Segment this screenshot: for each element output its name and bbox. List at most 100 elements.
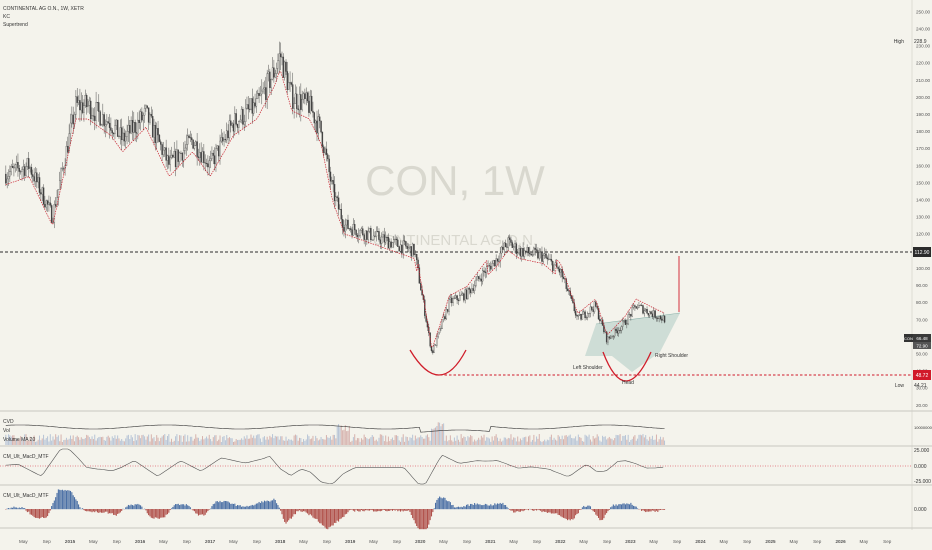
volume-bar: [228, 437, 230, 445]
candle-body: [336, 196, 338, 198]
histogram-bar: [34, 509, 37, 518]
candle-body: [112, 132, 115, 135]
price-tick-label: 210.00: [916, 78, 930, 83]
volume-bar: [239, 439, 241, 445]
volume-bar: [117, 435, 119, 445]
histogram-bar: [302, 509, 305, 512]
candle-body: [387, 237, 390, 249]
volume-bar: [639, 434, 641, 445]
volume-bar: [649, 436, 651, 445]
candle-body: [605, 331, 608, 343]
candle-body: [405, 241, 407, 247]
histogram-bar: [584, 506, 586, 510]
volume-bar: [157, 437, 159, 445]
candle-body: [391, 242, 394, 248]
candle-body: [463, 293, 465, 301]
histogram-bar: [309, 509, 311, 515]
volume-bar: [75, 436, 77, 445]
histogram-bar: [579, 509, 581, 510]
volume-bar: [253, 435, 255, 445]
histogram-bar: [518, 509, 520, 512]
histogram-bar: [642, 509, 644, 511]
candle-body: [138, 119, 140, 124]
volume-bar: [350, 441, 352, 445]
volume-bar: [160, 437, 162, 445]
candle-body: [318, 116, 321, 122]
time-tick-label: May: [369, 539, 378, 544]
candle-body: [230, 120, 232, 126]
histogram-bar: [554, 509, 556, 514]
histogram-bar: [227, 501, 229, 510]
candle-body: [640, 304, 643, 306]
candle-body: [201, 151, 204, 163]
volume-bar: [627, 434, 629, 445]
candle-body: [522, 248, 524, 257]
histogram-bar: [126, 506, 128, 510]
histogram-bar: [509, 509, 511, 510]
volume-bar: [490, 441, 492, 445]
histogram-bar: [177, 503, 179, 510]
histogram-bar: [402, 509, 404, 512]
volume-bar: [354, 434, 356, 445]
candle-body: [88, 100, 91, 106]
candle-body: [348, 228, 351, 230]
price-tick-label: 240.00: [916, 26, 930, 31]
candle-body: [48, 202, 50, 205]
candle-body: [11, 166, 14, 168]
histogram-bar: [234, 503, 236, 510]
histogram-bar: [564, 509, 566, 519]
histogram-bar: [441, 498, 443, 510]
candle-body: [587, 313, 589, 318]
volume-bar: [33, 435, 35, 445]
histogram-bar: [281, 509, 283, 515]
histogram-bar: [476, 503, 478, 510]
histogram-bar: [355, 509, 357, 510]
volume-bar: [575, 436, 577, 445]
candle-body: [34, 172, 37, 182]
volume-bar: [492, 440, 494, 445]
volume-bar: [105, 440, 107, 445]
candle-body: [380, 236, 383, 244]
volume-bar: [246, 435, 248, 445]
volume-bar: [565, 435, 567, 445]
volume-bar: [316, 438, 318, 445]
histogram-bar: [479, 504, 481, 510]
histogram-bar: [378, 509, 380, 512]
volume-bar: [294, 434, 296, 445]
candle-body: [487, 265, 489, 267]
volume-bar: [495, 434, 497, 445]
candle-body: [305, 92, 307, 99]
time-tick-label: 2023: [625, 539, 636, 544]
histogram-bar: [627, 503, 629, 510]
candle-body: [204, 162, 206, 164]
histogram-bar: [228, 502, 230, 510]
histogram-bar: [351, 509, 353, 510]
histogram-bar: [368, 509, 371, 511]
histogram-bar: [223, 500, 225, 510]
volume-bar: [121, 438, 123, 445]
histogram-bar: [57, 489, 59, 510]
candle-body: [612, 335, 615, 337]
histogram-bar: [9, 508, 11, 510]
time-tick-label: Sep: [393, 539, 402, 544]
histogram-bar: [475, 504, 477, 510]
histogram-bar: [434, 502, 437, 510]
histogram-bar: [501, 503, 503, 510]
histogram-bar: [488, 505, 490, 510]
volume-bar: [226, 435, 228, 445]
candle-body: [618, 330, 620, 334]
candle-body: [102, 114, 104, 125]
histogram-bar: [553, 509, 555, 514]
candle-body: [29, 167, 31, 169]
candle-body: [468, 287, 470, 290]
histogram-bar: [367, 509, 369, 511]
volume-bar: [152, 438, 154, 445]
histogram-bar: [540, 509, 542, 511]
histogram-bar: [596, 509, 598, 516]
candle-body: [372, 235, 375, 240]
volume-bar: [18, 439, 20, 445]
volume-bar: [203, 439, 205, 445]
histogram-bar: [300, 509, 302, 512]
volume-bar: [596, 434, 598, 445]
